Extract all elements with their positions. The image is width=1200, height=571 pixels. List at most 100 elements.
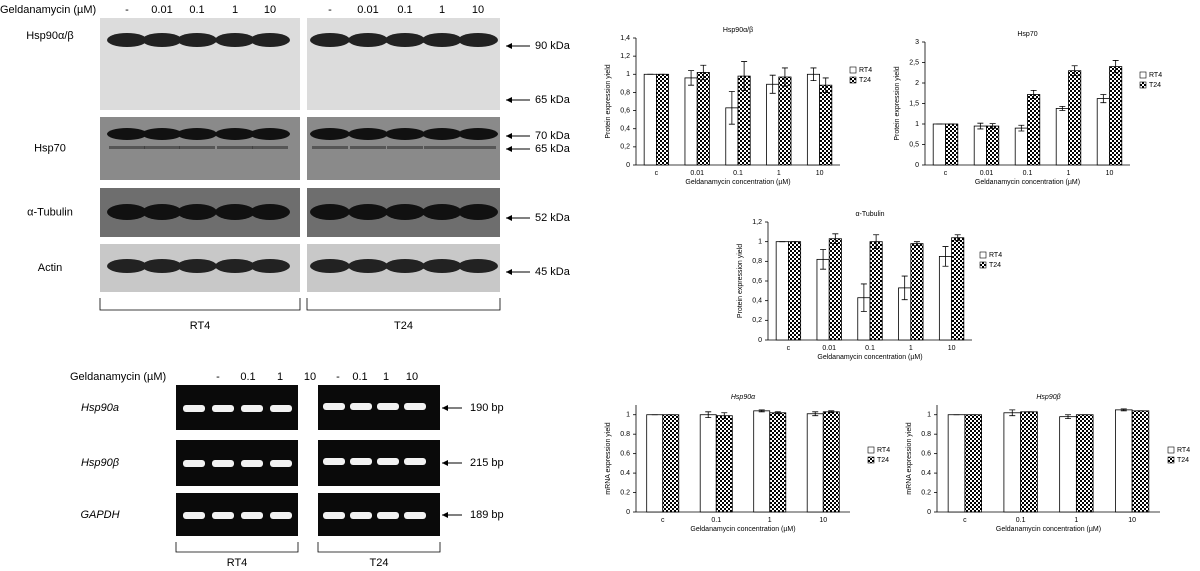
- y-tick-label: 1: [758, 239, 762, 246]
- legend-swatch: [1139, 71, 1147, 79]
- lane-label: 0.01: [151, 4, 172, 16]
- gel-band: [404, 458, 426, 465]
- blot-band: [107, 259, 147, 273]
- gene-label: GAPDH: [80, 509, 119, 521]
- y-axis-label: mRNA expression yield: [906, 422, 913, 494]
- legend-label: RT4: [1149, 72, 1162, 79]
- blot-band: [142, 128, 182, 140]
- x-axis-label: Geldanamycin concentration (µM): [690, 526, 795, 533]
- gel-band: [241, 460, 263, 467]
- legend-label: RT4: [877, 447, 890, 454]
- y-tick-label: 0.8: [921, 431, 931, 438]
- lane-label: -: [336, 371, 340, 383]
- gel-band: [323, 512, 345, 519]
- bracket: [306, 298, 501, 311]
- y-tick-label: 0,8: [620, 89, 630, 96]
- y-tick-label: 1: [915, 121, 919, 128]
- error-bar: [741, 61, 748, 92]
- y-tick-label: 3: [915, 39, 919, 46]
- bar: [1055, 108, 1069, 166]
- blot-panel: [100, 18, 300, 110]
- y-tick-label: 0,8: [752, 258, 762, 265]
- bar: [1059, 416, 1077, 513]
- lane-label: 1: [232, 4, 238, 16]
- lane-label: 0.1: [240, 371, 255, 383]
- y-tick-label: 0,4: [752, 298, 762, 305]
- y-axis-label: mRNA expression yield: [605, 422, 612, 494]
- gel-band: [350, 512, 372, 519]
- y-tick-label: 0: [626, 162, 630, 169]
- blot-band: [458, 128, 498, 140]
- y-tick-label: 1: [626, 71, 630, 78]
- size-label: 70 kDa: [535, 130, 571, 142]
- x-axis-label: Geldanamycin concentration (µM): [685, 179, 790, 186]
- size-label: 65 kDa: [535, 143, 571, 155]
- error-bar: [1100, 94, 1107, 104]
- bar: [775, 241, 789, 341]
- x-tick-label: c: [655, 170, 659, 177]
- blot-band: [310, 128, 350, 140]
- gel-band: [212, 460, 234, 467]
- blot-band: [250, 128, 290, 140]
- blot-band: [422, 204, 462, 220]
- x-tick-label: 1: [1074, 517, 1078, 524]
- bracket: [175, 542, 299, 553]
- lane-label: -: [216, 371, 220, 383]
- blot-band: [215, 204, 255, 220]
- lane-label: 0.01: [357, 4, 378, 16]
- y-tick-label: 0,2: [620, 144, 630, 151]
- bar: [1075, 414, 1094, 513]
- cell-line-label: RT4: [190, 320, 211, 332]
- y-tick-label: 1,5: [909, 100, 919, 107]
- protein-label: Actin: [38, 262, 62, 274]
- bar: [828, 238, 842, 341]
- bar: [766, 83, 780, 166]
- error-bar: [810, 67, 817, 82]
- legend-label: T24: [1177, 457, 1189, 464]
- blot-band: [179, 146, 215, 149]
- bar: [643, 73, 657, 166]
- error-bar: [721, 412, 728, 420]
- bar: [656, 73, 670, 166]
- bar: [769, 412, 787, 513]
- bar: [696, 72, 710, 166]
- size-label: 65 kDa: [535, 94, 571, 106]
- blot-band: [144, 146, 180, 149]
- y-tick-label: 0,6: [620, 107, 630, 114]
- x-axis-label: Geldanamycin concentration (µM): [996, 526, 1101, 533]
- bar: [819, 84, 833, 166]
- bar: [684, 77, 698, 166]
- blot-band: [215, 33, 255, 47]
- lane-label: 1: [277, 371, 283, 383]
- gel-band: [241, 512, 263, 519]
- bar: [806, 413, 824, 513]
- cell-line-label: RT4: [227, 557, 248, 569]
- lane-label: 10: [304, 371, 316, 383]
- gel-band: [377, 512, 399, 519]
- gel-band: [404, 512, 426, 519]
- legend-swatch: [1167, 446, 1175, 454]
- bar: [1109, 66, 1123, 166]
- x-tick-label: c: [963, 517, 967, 524]
- x-tick-label: 0.1: [865, 345, 875, 352]
- error-bar: [820, 249, 827, 270]
- bar: [1131, 410, 1150, 513]
- blot-band: [310, 33, 350, 47]
- chart-title: Hsp90α: [731, 394, 756, 401]
- bar: [715, 415, 733, 513]
- legend-swatch: [979, 251, 987, 259]
- y-tick-label: 0: [626, 509, 630, 516]
- legend-swatch: [849, 66, 857, 74]
- y-tick-label: 0.6: [921, 450, 931, 457]
- error-bar: [1071, 65, 1078, 77]
- x-tick-label: 10: [1106, 170, 1114, 177]
- x-tick-label: 0.1: [1016, 517, 1026, 524]
- bar: [973, 125, 987, 166]
- y-tick-label: 0.6: [620, 450, 630, 457]
- lane-label: 1: [383, 371, 389, 383]
- bar: [662, 414, 680, 513]
- error-bar: [828, 410, 835, 414]
- arrow-head: [506, 146, 512, 152]
- blot-band: [310, 259, 350, 273]
- bar: [806, 73, 820, 166]
